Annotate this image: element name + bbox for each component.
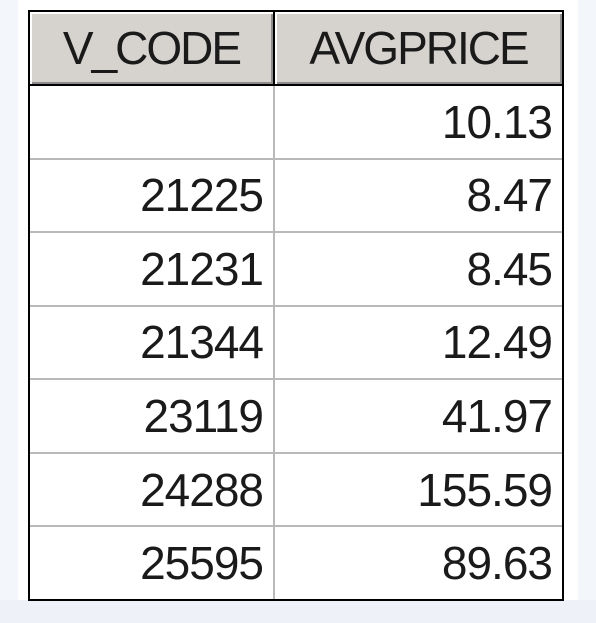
background-shade xyxy=(0,600,596,623)
table-row[interactable]: 25595 89.63 xyxy=(30,526,562,599)
table-row[interactable]: 24288 155.59 xyxy=(30,452,562,528)
table-row[interactable]: 21225 8.47 xyxy=(30,158,562,234)
cell-v-code: 23119 xyxy=(30,379,275,454)
cell-v-code: 21231 xyxy=(30,232,275,307)
query-results-grid: V_CODE AVGPRICE 10.13 21225 8.47 21231 8… xyxy=(28,10,564,601)
cell-v-code xyxy=(30,85,275,160)
cell-v-code: 24288 xyxy=(30,452,275,528)
table-row[interactable]: 10.13 xyxy=(30,85,562,160)
cell-avgprice: 155.59 xyxy=(274,452,562,528)
cell-avgprice: 8.45 xyxy=(274,232,562,307)
table-row[interactable]: 21344 12.49 xyxy=(30,305,562,381)
results-table: V_CODE AVGPRICE 10.13 21225 8.47 21231 8… xyxy=(30,12,562,599)
cell-avgprice: 89.63 xyxy=(441,537,553,590)
column-header-v-code[interactable]: V_CODE xyxy=(30,12,275,86)
cell-v-code: 21344 xyxy=(30,305,275,381)
header-row: V_CODE AVGPRICE xyxy=(30,12,562,86)
table-row[interactable]: 21231 8.45 xyxy=(30,232,562,307)
cell-avgprice: 12.49 xyxy=(274,305,562,381)
cell-v-code: 21225 xyxy=(30,158,275,234)
cell-avgprice: 41.97 xyxy=(274,379,562,454)
cell-avgprice: 10.13 xyxy=(274,85,562,160)
cell-avgprice: 8.47 xyxy=(274,158,562,234)
cell-v-code: 25595 xyxy=(30,526,275,599)
column-header-avgprice[interactable]: AVGPRICE xyxy=(274,12,562,86)
table-row[interactable]: 23119 41.97 xyxy=(30,379,562,454)
